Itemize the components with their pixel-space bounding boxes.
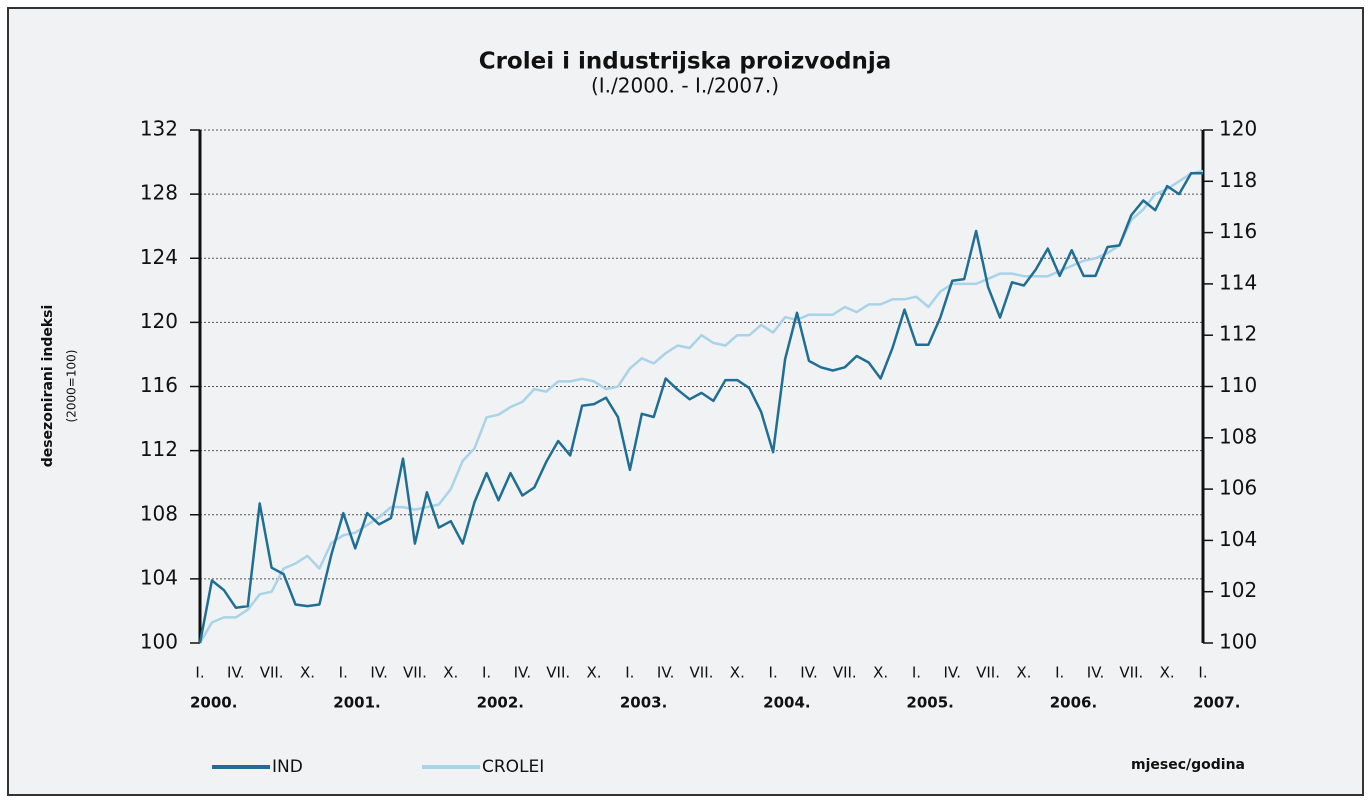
y2-tick-label: 120: [1219, 117, 1257, 141]
x-tick-label: IV.: [657, 664, 675, 682]
x-tick-label: VII.: [546, 664, 570, 682]
series-line: [198, 169, 1204, 644]
x-tick-label: X.: [587, 664, 602, 682]
x-tick-label: I.: [769, 664, 778, 682]
y-tick-label: 104: [140, 565, 178, 589]
y-axis-label: desezonirani indeksi: [40, 305, 56, 468]
x-tick-label: X.: [1160, 664, 1175, 682]
x-tick-label: I.: [482, 664, 491, 682]
y-tick-label: 108: [140, 501, 178, 525]
y-axis-note: (2000=100): [65, 350, 79, 423]
x-tick-label: VII.: [403, 664, 427, 682]
y-tick-label: 124: [140, 245, 178, 269]
x-year-label: 2006.: [1050, 694, 1097, 712]
x-year-label: 2005.: [906, 694, 953, 712]
x-tick-label: I.: [1055, 664, 1064, 682]
x-tick-label: IV.: [1087, 664, 1105, 682]
x-year-label: 2001.: [333, 694, 380, 712]
x-tick-label: IV.: [227, 664, 245, 682]
x-tick-label: X.: [300, 664, 315, 682]
x-tick-label: X.: [873, 664, 888, 682]
y-tick-label: 128: [140, 181, 178, 205]
chart-title: Crolei i industrijska proizvodnja: [479, 49, 892, 75]
y2-tick-label: 108: [1219, 424, 1257, 448]
x-tick-label: VII.: [1119, 664, 1143, 682]
x-tick-label: IV.: [370, 664, 388, 682]
chart-subtitle: (I./2000. - I./2007.): [591, 74, 779, 98]
legend-label: CROLEI: [482, 757, 544, 777]
x-tick-label: IV.: [800, 664, 818, 682]
x-tick-label: I.: [625, 664, 634, 682]
x-axis-label: mjesec/godina: [1131, 757, 1245, 773]
x-tick-label: X.: [443, 664, 458, 682]
x-tick-label: IV.: [943, 664, 961, 682]
y2-tick-label: 112: [1219, 322, 1257, 346]
x-tick-label: I.: [195, 664, 204, 682]
x-year-label: 2002.: [477, 694, 524, 712]
x-tick-label: I.: [912, 664, 921, 682]
y2-tick-label: 116: [1219, 219, 1257, 243]
x-year-label: 2000.: [190, 694, 237, 712]
y-tick-label: 100: [140, 630, 178, 654]
x-year-label: 2007.: [1193, 694, 1240, 712]
legend-label: IND: [272, 757, 303, 777]
x-tick-label: VII.: [976, 664, 1000, 682]
x-tick-label: VII.: [690, 664, 714, 682]
y-tick-label: 132: [140, 117, 178, 141]
y-tick-label: 112: [140, 437, 178, 461]
frame: [7, 7, 1364, 796]
y2-tick-label: 110: [1219, 373, 1257, 397]
y2-tick-label: 114: [1219, 270, 1257, 294]
x-tick-label: VII.: [260, 664, 284, 682]
x-year-label: 2004.: [763, 694, 810, 712]
series-line: [198, 172, 1203, 644]
y-tick-label: 116: [140, 373, 178, 397]
y2-tick-label: 104: [1219, 527, 1257, 551]
x-tick-label: I.: [1198, 664, 1207, 682]
y-tick-label: 120: [140, 309, 178, 333]
x-tick-label: VII.: [833, 664, 857, 682]
y2-tick-label: 102: [1219, 578, 1257, 602]
x-tick-label: I.: [339, 664, 348, 682]
x-tick-label: X.: [730, 664, 745, 682]
x-year-label: 2003.: [620, 694, 667, 712]
y2-tick-label: 100: [1219, 630, 1257, 654]
x-tick-label: X.: [1016, 664, 1031, 682]
y2-tick-label: 118: [1219, 168, 1257, 192]
x-tick-label: IV.: [514, 664, 532, 682]
y2-tick-label: 106: [1219, 476, 1257, 500]
